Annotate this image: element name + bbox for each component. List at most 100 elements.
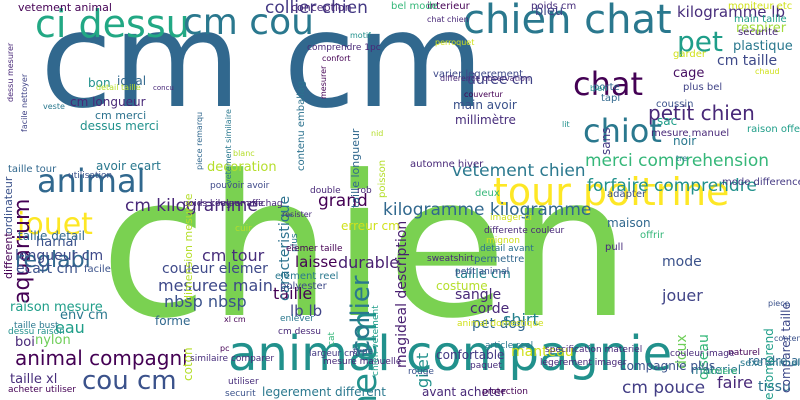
cloud-word: legerement different: [262, 385, 386, 399]
cloud-word: duree cm: [467, 72, 534, 88]
cloud-word: confort: [322, 54, 351, 63]
cloud-word: difference observation: [440, 74, 531, 83]
cloud-word: grand: [318, 191, 368, 211]
cloud-word: corde: [470, 301, 510, 317]
cloud-word: automne hiver: [410, 159, 484, 170]
cloud-word: cm cm: [40, 0, 485, 138]
cloud-word: specification materiel: [545, 345, 643, 355]
cloud-word: cm cou: [183, 2, 314, 43]
cloud-word: lit: [562, 120, 570, 129]
cloud-word: confortable: [436, 348, 505, 362]
cloud-word: plus bel: [683, 82, 723, 93]
cloud-word: coton: [181, 347, 195, 381]
cloud-word: cm kilogramme: [125, 196, 258, 216]
cloud-word: taille xl: [10, 372, 58, 387]
cloud-word: deux: [475, 188, 500, 199]
cloud-word: maison: [607, 216, 651, 230]
cloud-word: different: [2, 232, 15, 280]
cloud-word: ecart cm: [16, 261, 78, 277]
cloud-word: motif: [350, 31, 371, 40]
cloud-word: main taille: [734, 14, 787, 25]
cloud-word: cm taille: [717, 53, 778, 69]
cloud-word: varier legerement: [433, 69, 524, 80]
cloud-word: dimension mesuree: [182, 193, 195, 303]
cloud-word: forme: [155, 314, 191, 328]
cloud-word: paquet: [470, 361, 502, 371]
cloud-word: couleur elemer: [162, 261, 268, 277]
cloud-word: securite: [738, 27, 779, 38]
cloud-word: legerement imager: [540, 358, 627, 368]
cloud-word: piece remarqu: [195, 112, 204, 171]
cloud-word: longueur cm: [15, 248, 104, 264]
cloud-word: chat: [573, 65, 644, 103]
cloud-word: durable: [338, 253, 400, 272]
cloud-word: pc: [220, 344, 230, 353]
cloud-word: avoir ecart: [96, 159, 161, 173]
cloud-word: type: [353, 347, 374, 357]
cloud-word: interieur: [427, 1, 470, 12]
cloud-word: tre: [676, 154, 688, 163]
cloud-word: adapter: [607, 189, 647, 200]
cloud-word: lb lb: [290, 302, 323, 320]
cloud-word: securit: [225, 389, 256, 399]
cloud-word: rob: [357, 186, 372, 196]
cloud-word: animal compagnie: [228, 326, 673, 382]
cloud-word: elemer taille: [286, 244, 343, 254]
cloud-word: enlever: [280, 314, 314, 324]
cloud-word: imager ci: [490, 213, 533, 223]
cloud-word: avant acheter: [422, 385, 506, 399]
cloud-word: resister: [282, 210, 312, 219]
cloud-word: mode: [662, 254, 702, 270]
cloud-word: cm tour: [202, 246, 265, 265]
cloud-word: mode difference: [722, 177, 800, 188]
cloud-word: differente couleur: [484, 226, 565, 236]
cloud-word: comparer taille: [779, 302, 793, 393]
cloud-word: chien: [100, 134, 632, 362]
cloud-word: acheter utiliser: [8, 385, 76, 395]
cloud-word: lumiere: [703, 367, 738, 377]
cloud-word: costume: [436, 279, 488, 293]
cloud-word: article reel: [485, 341, 534, 351]
cloud-word: chat chien: [427, 15, 469, 24]
cloud-word: taille cm: [455, 267, 511, 282]
cloud-word: raison offer: [747, 124, 800, 135]
cloud-word: mesurer: [319, 65, 328, 99]
cloud-word: blanc: [233, 149, 255, 158]
cloud-word: bel mode: [391, 1, 438, 12]
cloud-word: contenu emballag: [296, 80, 307, 171]
cloud-word: plastique: [733, 39, 793, 54]
cloud-word: env cm: [60, 308, 108, 323]
cloud-word: naturel: [728, 348, 760, 358]
cloud-word: moniteur etc: [728, 1, 793, 12]
cloud-word: chien vetement: [371, 304, 381, 376]
cloud-word: couleur affichag: [210, 199, 283, 209]
cloud-word: largeur cm: [309, 349, 358, 359]
cloud-word: cm dessu: [278, 327, 321, 337]
cloud-word: detail taille: [96, 83, 141, 92]
cloud-word: bleu: [535, 4, 564, 19]
cloud-word: chaud: [755, 67, 780, 76]
cloud-word: raison mesure: [10, 300, 103, 315]
cloud-word: mignon: [486, 236, 520, 246]
cloud-word: reglabl: [15, 248, 91, 273]
cloud-word: vetement chien: [452, 161, 586, 181]
cloud-word: chien chat: [463, 0, 672, 43]
cloud-word: millimètre: [455, 113, 516, 127]
cloud-word: xl cm: [224, 315, 246, 324]
cloud-word: element reel: [275, 271, 339, 282]
cloud-word: animal domestique: [457, 319, 544, 329]
cloud-word: pull: [605, 242, 624, 253]
cloud-word: tour poitrine: [493, 170, 730, 214]
cloud-word: dessus merci: [80, 119, 159, 133]
cloud-word: couvertur: [464, 90, 503, 99]
cloud-word: double: [310, 186, 341, 196]
cloud-word: collier chien: [265, 0, 368, 18]
cloud-word: bien: [590, 84, 608, 93]
cloud-word: vetement animal: [18, 1, 112, 14]
cloud-word: kilogramme lb: [677, 3, 785, 21]
cloud-word: manteau: [511, 344, 574, 360]
cloud-word: jouet: [17, 207, 93, 242]
cloud-word: cuir: [235, 224, 252, 234]
cloud-word: ci dessu: [35, 2, 190, 46]
